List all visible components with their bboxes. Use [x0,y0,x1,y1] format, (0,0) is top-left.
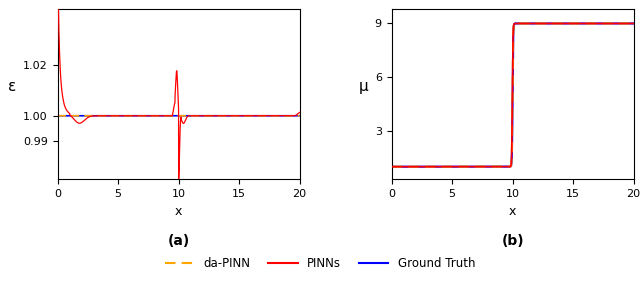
Y-axis label: ε: ε [8,79,16,94]
Text: (b): (b) [501,234,524,248]
X-axis label: x: x [175,205,182,217]
Text: (a): (a) [168,234,189,248]
Y-axis label: μ: μ [359,79,369,94]
X-axis label: x: x [509,205,516,217]
Legend: da-PINN, PINNs, Ground Truth: da-PINN, PINNs, Ground Truth [160,252,480,275]
